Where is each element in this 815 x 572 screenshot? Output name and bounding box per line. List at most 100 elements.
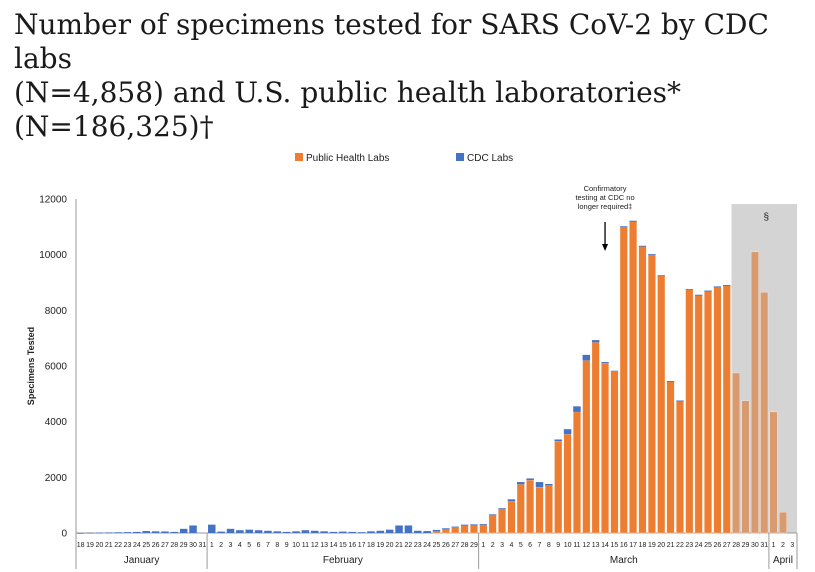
bar-cdc-labs (76, 532, 85, 534)
x-tick-label: 18 (77, 542, 85, 549)
bar-cdc-labs (517, 482, 525, 485)
x-tick-label: 8 (275, 542, 279, 549)
x-tick-label: 29 (470, 542, 478, 549)
bar-cdc-labs (385, 529, 394, 533)
x-tick-label: 19 (376, 542, 384, 549)
x-tick-label: 25 (433, 542, 441, 549)
bar-public-health-labs (573, 411, 581, 534)
bar-cdc-labs (114, 532, 122, 534)
x-tick-label: 25 (142, 542, 150, 549)
x-tick-label: 23 (414, 542, 422, 549)
x-tick-label: 24 (423, 542, 431, 549)
bar-cdc-labs (620, 226, 628, 228)
bar-public-health-labs (750, 251, 759, 534)
x-tick-label: 25 (704, 542, 712, 549)
bar-cdc-labs (395, 525, 403, 533)
y-tick-label: 0 (61, 529, 67, 540)
x-tick-label: 18 (639, 542, 647, 549)
x-tick-label: 11 (573, 542, 580, 549)
x-tick-label: 19 (648, 542, 656, 549)
x-tick-label: 1 (210, 542, 214, 549)
bar-public-health-labs (470, 524, 478, 534)
y-tick-label: 2000 (45, 473, 68, 484)
bar-public-health-labs (647, 254, 656, 534)
legend-label-public-health-labs: Public Health Labs (306, 153, 389, 164)
x-tick-label: 5 (247, 542, 251, 549)
annotation-text: longer required‡ (578, 202, 633, 211)
bar-cdc-labs (460, 524, 469, 526)
bar-public-health-labs (657, 275, 666, 534)
x-tick-label: 7 (266, 542, 270, 549)
bar-cdc-labs (86, 532, 94, 534)
legend-swatch-public-health-labs (295, 153, 303, 161)
bar-public-health-labs (694, 294, 703, 534)
bar-public-health-labs (685, 289, 694, 534)
bar-public-health-labs (488, 514, 497, 534)
bar-cdc-labs (648, 254, 656, 255)
legend-swatch-cdc-labs (456, 153, 464, 161)
bar-public-health-labs (451, 527, 460, 534)
x-tick-label: 9 (556, 542, 560, 549)
bar-cdc-labs (245, 529, 253, 533)
bar-cdc-labs (282, 531, 291, 533)
bar-public-health-labs (563, 434, 572, 534)
month-label: March (610, 555, 638, 566)
bar-public-health-labs (676, 400, 684, 534)
x-tick-label: 28 (461, 542, 469, 549)
x-tick-label: 10 (292, 542, 300, 549)
x-tick-label: 16 (348, 542, 356, 549)
bar-cdc-labs (573, 406, 581, 412)
bar-cdc-labs (723, 285, 731, 286)
bar-cdc-labs (423, 531, 431, 533)
bar-public-health-labs (666, 381, 675, 534)
x-tick-label: 2 (491, 542, 495, 549)
bar-cdc-labs (676, 400, 684, 402)
chart-title: Number of specimens tested for SARS CoV-… (14, 8, 804, 144)
x-tick-label: 3 (790, 542, 794, 549)
legend-label-cdc-labs: CDC Labs (467, 153, 513, 164)
x-tick-label: 29 (180, 542, 188, 549)
bar-public-health-labs (741, 400, 750, 534)
bar-public-health-labs (479, 524, 488, 534)
x-tick-label: 14 (601, 542, 609, 549)
x-tick-label: 14 (330, 542, 338, 549)
title-line: (N=186,325)† (14, 110, 214, 143)
bar-cdc-labs (479, 524, 488, 525)
x-tick-label: 29 (742, 542, 750, 549)
x-tick-label: 19 (86, 542, 94, 549)
bar-cdc-labs (292, 531, 300, 533)
bar-cdc-labs (610, 370, 619, 372)
bar-cdc-labs (470, 524, 478, 526)
x-tick-label: 27 (723, 542, 731, 549)
x-tick-label: 17 (629, 542, 637, 549)
bar-public-health-labs (629, 221, 638, 534)
bar-cdc-labs (554, 439, 562, 442)
bar-cdc-labs (123, 532, 132, 533)
bar-public-health-labs (554, 440, 563, 534)
bar-public-health-labs (498, 509, 506, 534)
bar-cdc-labs (311, 530, 319, 533)
title-line: Number of specimens tested for SARS CoV-… (14, 8, 769, 75)
bar-cdc-labs (301, 530, 310, 533)
bar-cdc-labs (208, 524, 216, 533)
x-tick-label: 17 (358, 542, 366, 549)
y-tick-label: 10000 (39, 250, 67, 261)
x-tick-label: 15 (611, 542, 619, 549)
title-line: (N=4,858) and U.S. public health laborat… (14, 76, 682, 109)
bar-cdc-labs (189, 525, 197, 533)
bar-cdc-labs (591, 340, 600, 343)
bar-public-health-labs (460, 525, 469, 534)
x-tick-label: 28 (732, 542, 740, 549)
bar-cdc-labs (236, 530, 244, 533)
x-tick-label: 24 (133, 542, 141, 549)
x-tick-label: 1 (481, 542, 485, 549)
x-tick-label: 20 (386, 542, 394, 549)
x-tick-label: 1 (772, 542, 776, 549)
bar-cdc-labs (629, 220, 637, 222)
annotation-text: Confirmatory (584, 184, 627, 193)
x-tick-label: 30 (751, 542, 759, 549)
bar-public-health-labs (535, 486, 544, 534)
bar-public-health-labs (779, 511, 787, 534)
bar-public-health-labs (601, 363, 609, 534)
bar-public-health-labs (713, 286, 722, 534)
